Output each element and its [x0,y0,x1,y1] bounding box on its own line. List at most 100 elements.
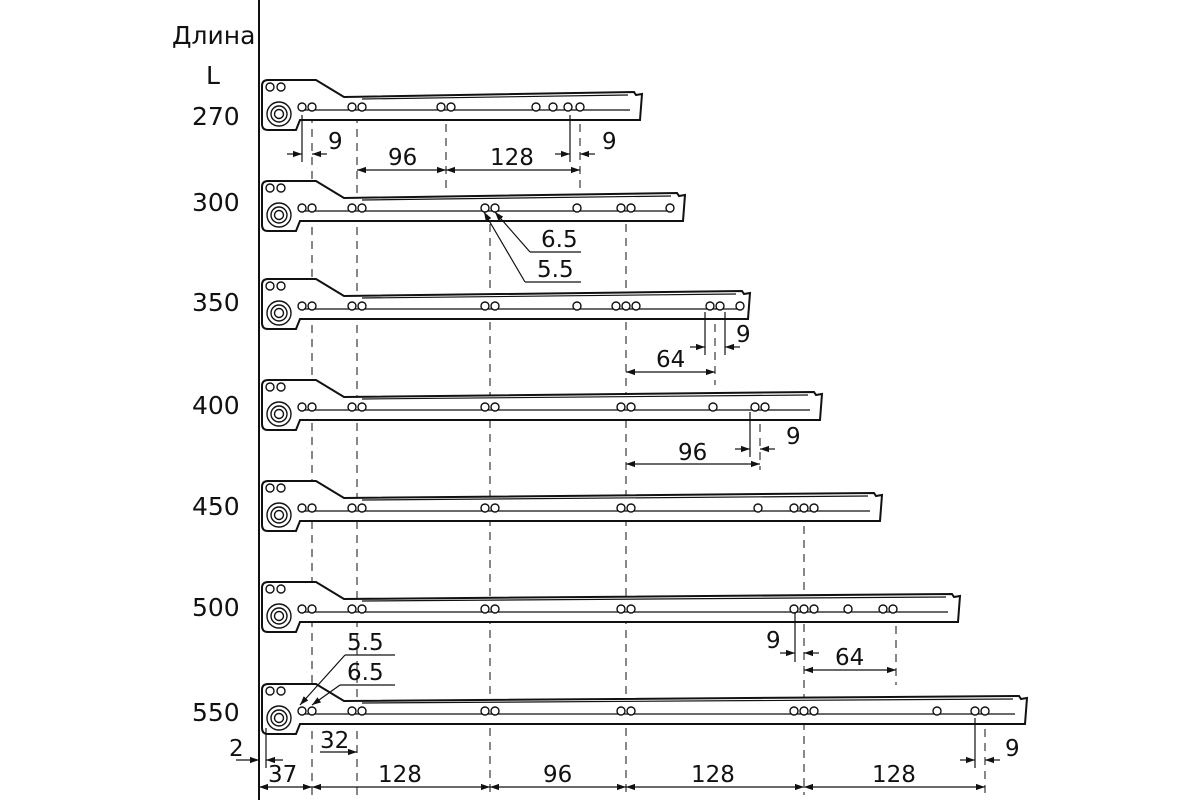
mount-hole [357,503,367,513]
mount-hole [480,604,490,614]
mount-hole [265,382,275,392]
mount-hole [490,203,500,213]
mount-hole [490,402,500,412]
dim-bottom-37: 37 [268,762,297,788]
mount-hole [480,203,490,213]
roller-axle [273,509,285,521]
mount-hole [616,503,626,513]
mount-hole [265,483,275,493]
rail-body [261,683,1029,735]
rail-400 [261,379,824,431]
mount-hole [480,301,490,311]
mount-hole [572,301,582,311]
dim-bottom-32: 32 [320,728,349,754]
mount-hole [297,402,307,412]
rail-body [261,581,962,633]
mount-hole [799,604,809,614]
mount-hole [705,301,715,311]
mount-hole [575,102,585,112]
mount-hole [480,706,490,716]
mount-hole [436,102,446,112]
length-symbol: L [206,61,220,90]
mount-hole [265,82,275,92]
mount-hole [265,183,275,193]
mount-hole [297,102,307,112]
mount-hole [631,301,641,311]
rail-270 [261,79,644,131]
dim-bottom-2: 2 [229,736,244,762]
mount-hole [276,82,286,92]
mount-hole [357,706,367,716]
mount-hole [357,102,367,112]
mount-hole [572,203,582,213]
length-label-550: 550 [192,698,240,727]
mount-hole [665,203,675,213]
mount-hole [616,706,626,716]
mount-hole [809,503,819,513]
mount-hole [307,503,317,513]
mount-hole [347,604,357,614]
mount-hole [490,503,500,513]
roller-axle [273,610,285,622]
rail-350 [261,278,752,330]
roller-axle [273,712,285,724]
mount-hole [843,604,853,614]
mount-hole [626,203,636,213]
mount-hole [563,102,573,112]
mount-hole [878,604,888,614]
dim-550-hole-5-5: 5.5 [347,630,384,656]
mount-hole [307,301,317,311]
mount-hole [490,706,500,716]
mount-hole [276,183,286,193]
mount-hole [347,706,357,716]
mount-hole [799,706,809,716]
mount-hole [297,706,307,716]
mount-hole [735,301,745,311]
mount-hole [276,483,286,493]
mount-hole [347,503,357,513]
rail-300 [261,180,687,232]
rail-body [261,180,687,232]
mount-hole [357,301,367,311]
mount-hole [626,706,636,716]
mount-hole [265,281,275,291]
roller-axle [273,108,285,120]
mount-hole [626,503,636,513]
mount-hole [357,402,367,412]
rail-500 [261,581,962,633]
length-label-500: 500 [192,593,240,622]
mount-hole [297,604,307,614]
mount-hole [799,503,809,513]
dimension-labels: 9 96 128 9 6.5 5.5 64 9 96 9 9 64 5.5 6.… [229,129,1020,788]
mount-hole [760,402,770,412]
mount-hole [789,503,799,513]
dim-350-64: 64 [656,347,685,373]
dim-270-right-9: 9 [602,129,617,155]
roller-axle [273,307,285,319]
dim-300-hole-6-5: 6.5 [541,227,578,253]
dim-550-hole-6-5: 6.5 [347,660,384,686]
rail-body [261,278,752,330]
rail-inner-edge [361,596,947,602]
rail-inner-edge [361,293,737,299]
mount-hole [970,706,980,716]
rail-450 [261,480,884,532]
length-label-270: 270 [192,102,240,131]
dim-500-64: 64 [835,645,864,671]
mount-hole [611,301,621,311]
mount-hole [626,402,636,412]
mount-hole [307,706,317,716]
rail-inner-edge [361,495,869,501]
dim-270-128: 128 [490,145,534,171]
dim-bottom-9: 9 [1005,736,1020,762]
length-label-400: 400 [192,391,240,420]
mount-hole [626,604,636,614]
mount-hole [307,102,317,112]
mount-hole [750,402,760,412]
mount-hole [297,503,307,513]
mount-hole [980,706,990,716]
dim-350-9: 9 [736,322,751,348]
mount-hole [265,584,275,594]
dim-bottom-96: 96 [543,762,572,788]
mount-hole [789,604,799,614]
